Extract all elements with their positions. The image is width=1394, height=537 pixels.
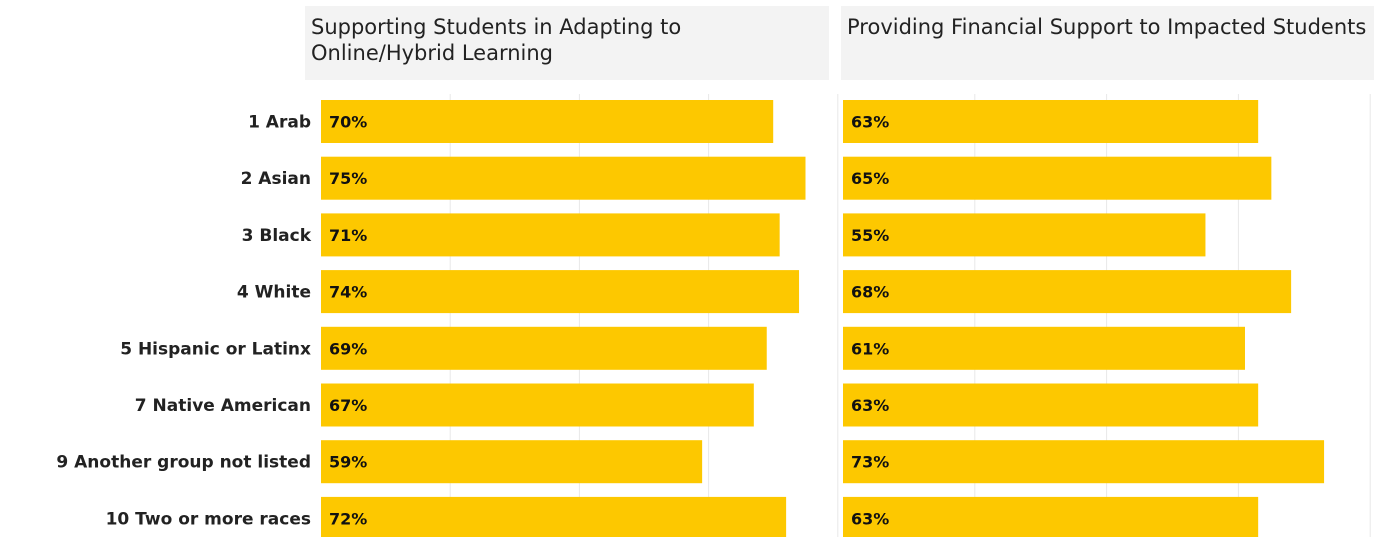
value-label-panel1: 75% bbox=[329, 169, 367, 188]
category-label: 10 Two or more races bbox=[106, 509, 311, 529]
value-label-panel1: 70% bbox=[329, 113, 367, 132]
value-labels: 70% 75% 71% 74% 69% 67% 59% 72% 63% 65% 55% 68% 61% 6… bbox=[329, 113, 889, 529]
bars bbox=[321, 100, 1325, 537]
value-label-panel1: 67% bbox=[329, 396, 367, 415]
bar-panel1 bbox=[321, 440, 703, 484]
category-label: 4 White bbox=[237, 283, 311, 303]
bar-panel1 bbox=[321, 383, 754, 427]
value-label-panel1: 71% bbox=[329, 226, 367, 245]
bar-panel1 bbox=[321, 100, 774, 143]
value-label-panel1: 59% bbox=[329, 453, 367, 472]
category-label: 2 Asian bbox=[241, 169, 311, 189]
value-label-panel2: 63% bbox=[851, 509, 889, 528]
bar-panel1 bbox=[321, 326, 767, 370]
value-label-panel2: 65% bbox=[851, 169, 889, 188]
value-label-panel2: 55% bbox=[851, 226, 889, 245]
value-label-panel2: 63% bbox=[851, 113, 889, 132]
value-label-panel1: 72% bbox=[329, 509, 367, 528]
value-label-panel1: 69% bbox=[329, 339, 367, 358]
bar-panel1 bbox=[321, 156, 806, 200]
bar-panel1 bbox=[321, 270, 800, 314]
bar-panel2 bbox=[843, 496, 1259, 537]
category-labels: 1 Arab 2 Asian 3 Black 4 White 5 Hispanic or… bbox=[56, 113, 311, 530]
category-label: 5 Hispanic or Latinx bbox=[120, 339, 311, 359]
panel-title-financial-support: Providing Financial Support to Impacted … bbox=[841, 6, 1374, 80]
bar-panel2 bbox=[843, 156, 1272, 200]
bar-panel2 bbox=[843, 383, 1259, 427]
bar-panel2 bbox=[843, 100, 1259, 143]
bar-panel1 bbox=[321, 496, 787, 537]
value-label-panel2: 73% bbox=[851, 453, 889, 472]
value-label-panel2: 68% bbox=[851, 283, 889, 302]
bar-panel2 bbox=[843, 326, 1245, 370]
category-label: 3 Black bbox=[242, 226, 312, 246]
bar-panel2 bbox=[843, 440, 1325, 484]
category-label: 9 Another group not listed bbox=[56, 453, 311, 473]
bar-panel2 bbox=[843, 213, 1206, 257]
panel-title-online-learning: Supporting Students in Adapting to Onlin… bbox=[305, 6, 829, 80]
value-label-panel1: 74% bbox=[329, 283, 367, 302]
value-label-panel2: 63% bbox=[851, 396, 889, 415]
bar-panel1 bbox=[321, 213, 780, 257]
category-label: 1 Arab bbox=[248, 113, 311, 133]
bar-panel2 bbox=[843, 270, 1292, 314]
category-label: 7 Native American bbox=[135, 396, 311, 416]
value-label-panel2: 61% bbox=[851, 339, 889, 358]
